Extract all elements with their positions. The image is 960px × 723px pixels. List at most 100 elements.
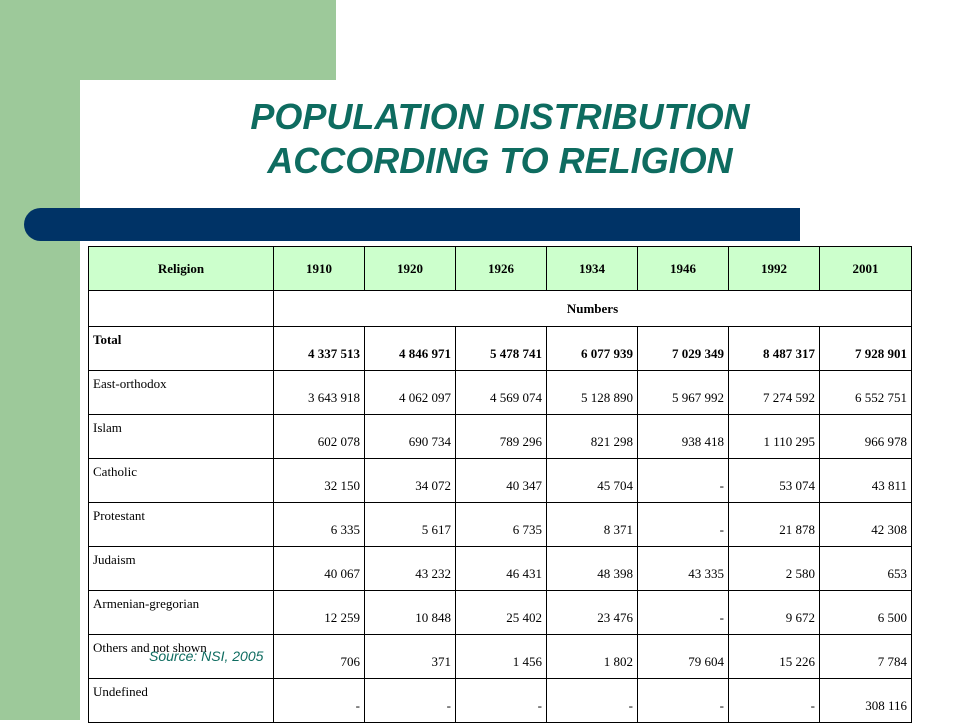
row-label: Armenian-gregorian [88, 590, 274, 635]
decorative-green-sidebar [0, 0, 80, 720]
value-cell: 7 784 [819, 634, 912, 679]
numbers-subheader-row: Numbers [88, 290, 912, 327]
row-label: Protestant [88, 502, 274, 547]
value-cell: 6 077 939 [546, 326, 638, 371]
value-cell: 43 335 [637, 546, 729, 591]
row-label: Total [88, 326, 274, 371]
column-header: 1992 [728, 246, 820, 291]
value-cell: 8 371 [546, 502, 638, 547]
table-row: Islam 602 078 690 734 789 296 821 298 938 418… [88, 414, 912, 459]
value-cell: 42 308 [819, 502, 912, 547]
empty-cell [88, 290, 274, 327]
slide-title-line-1: POPULATION DISTRIBUTION [250, 96, 750, 137]
value-cell: 43 232 [364, 546, 456, 591]
value-cell: 4 846 971 [364, 326, 456, 371]
row-label: Islam [88, 414, 274, 459]
value-cell: 10 848 [364, 590, 456, 635]
value-cell: 46 431 [455, 546, 547, 591]
table-row: East-orthodox 3 643 918 4 062 097 4 569 074… [88, 370, 912, 415]
value-cell: 4 569 074 [455, 370, 547, 415]
numbers-subheader: Numbers [273, 290, 912, 327]
row-label: Judaism [88, 546, 274, 591]
value-cell: 32 150 [273, 458, 365, 503]
value-cell: - [637, 678, 729, 723]
value-cell: 48 398 [546, 546, 638, 591]
value-cell: 938 418 [637, 414, 729, 459]
value-cell: 21 878 [728, 502, 820, 547]
value-cell: 9 672 [728, 590, 820, 635]
table-header-row: Religion 1910 1920 1926 1934 1946 1992 2… [88, 246, 912, 291]
value-cell: 371 [364, 634, 456, 679]
decorative-rounded-corner [80, 80, 160, 160]
column-header: 1946 [637, 246, 729, 291]
value-cell: 5 617 [364, 502, 456, 547]
value-cell: 5 967 992 [637, 370, 729, 415]
column-header: 1934 [546, 246, 638, 291]
value-cell: - [637, 458, 729, 503]
value-cell: 2 580 [728, 546, 820, 591]
value-cell: 7 029 349 [637, 326, 729, 371]
value-cell: 789 296 [455, 414, 547, 459]
value-cell: 6 500 [819, 590, 912, 635]
value-cell: 40 067 [273, 546, 365, 591]
value-cell: 6 552 751 [819, 370, 912, 415]
column-header: Religion [88, 246, 274, 291]
table-row: Armenian-gregorian 12 259 10 848 25 402 23 4… [88, 590, 912, 635]
value-cell: - [364, 678, 456, 723]
value-cell: - [637, 590, 729, 635]
value-cell: 1 110 295 [728, 414, 820, 459]
table-row: Judaism 40 067 43 232 46 431 48 398 43 335 2 5… [88, 546, 912, 591]
value-cell: 3 643 918 [273, 370, 365, 415]
value-cell: 15 226 [728, 634, 820, 679]
row-label: Catholic [88, 458, 274, 503]
source-note: Source: NSI, 2005 [149, 648, 264, 664]
value-cell: 821 298 [546, 414, 638, 459]
value-cell: 706 [273, 634, 365, 679]
value-cell: 43 811 [819, 458, 912, 503]
value-cell: - [546, 678, 638, 723]
value-cell: 7 274 592 [728, 370, 820, 415]
value-cell: 40 347 [455, 458, 547, 503]
decorative-navy-bar [24, 208, 800, 241]
slide-title: POPULATION DISTRIBUTION ACCORDING TO REL… [150, 95, 850, 183]
value-cell: 308 116 [819, 678, 912, 723]
table-row: Protestant 6 335 5 617 6 735 8 371-21 878 42 … [88, 502, 912, 547]
value-cell: 45 704 [546, 458, 638, 503]
value-cell: 966 978 [819, 414, 912, 459]
table-row: Total 4 337 513 4 846 971 5 478 741 6 077 93… [88, 326, 912, 371]
row-label: Undefined [88, 678, 274, 723]
value-cell: 12 259 [273, 590, 365, 635]
value-cell: 6 735 [455, 502, 547, 547]
value-cell: 1 456 [455, 634, 547, 679]
value-cell: 653 [819, 546, 912, 591]
value-cell: 5 128 890 [546, 370, 638, 415]
value-cell: 25 402 [455, 590, 547, 635]
value-cell: 6 335 [273, 502, 365, 547]
value-cell: 79 604 [637, 634, 729, 679]
value-cell: - [273, 678, 365, 723]
slide-title-line-2: ACCORDING TO RELIGION [267, 140, 733, 181]
value-cell: 8 487 317 [728, 326, 820, 371]
row-label: Others and not shown [88, 634, 274, 679]
value-cell: 602 078 [273, 414, 365, 459]
row-label: East-orthodox [88, 370, 274, 415]
value-cell: - [455, 678, 547, 723]
value-cell: 53 074 [728, 458, 820, 503]
value-cell: 7 928 901 [819, 326, 912, 371]
value-cell: 4 062 097 [364, 370, 456, 415]
column-header: 1926 [455, 246, 547, 291]
value-cell: 690 734 [364, 414, 456, 459]
value-cell: 23 476 [546, 590, 638, 635]
column-header: 1920 [364, 246, 456, 291]
value-cell: 34 072 [364, 458, 456, 503]
value-cell: 1 802 [546, 634, 638, 679]
value-cell: - [637, 502, 729, 547]
column-header: 2001 [819, 246, 912, 291]
decorative-green-top-block [0, 0, 336, 80]
column-header: 1910 [273, 246, 365, 291]
religion-population-table: Religion 1910 1920 1926 1934 1946 1992 2… [88, 246, 912, 723]
value-cell: - [728, 678, 820, 723]
value-cell: 4 337 513 [273, 326, 365, 371]
table-row: Catholic 32 150 34 072 40 347 45 704-53 074 4… [88, 458, 912, 503]
value-cell: 5 478 741 [455, 326, 547, 371]
